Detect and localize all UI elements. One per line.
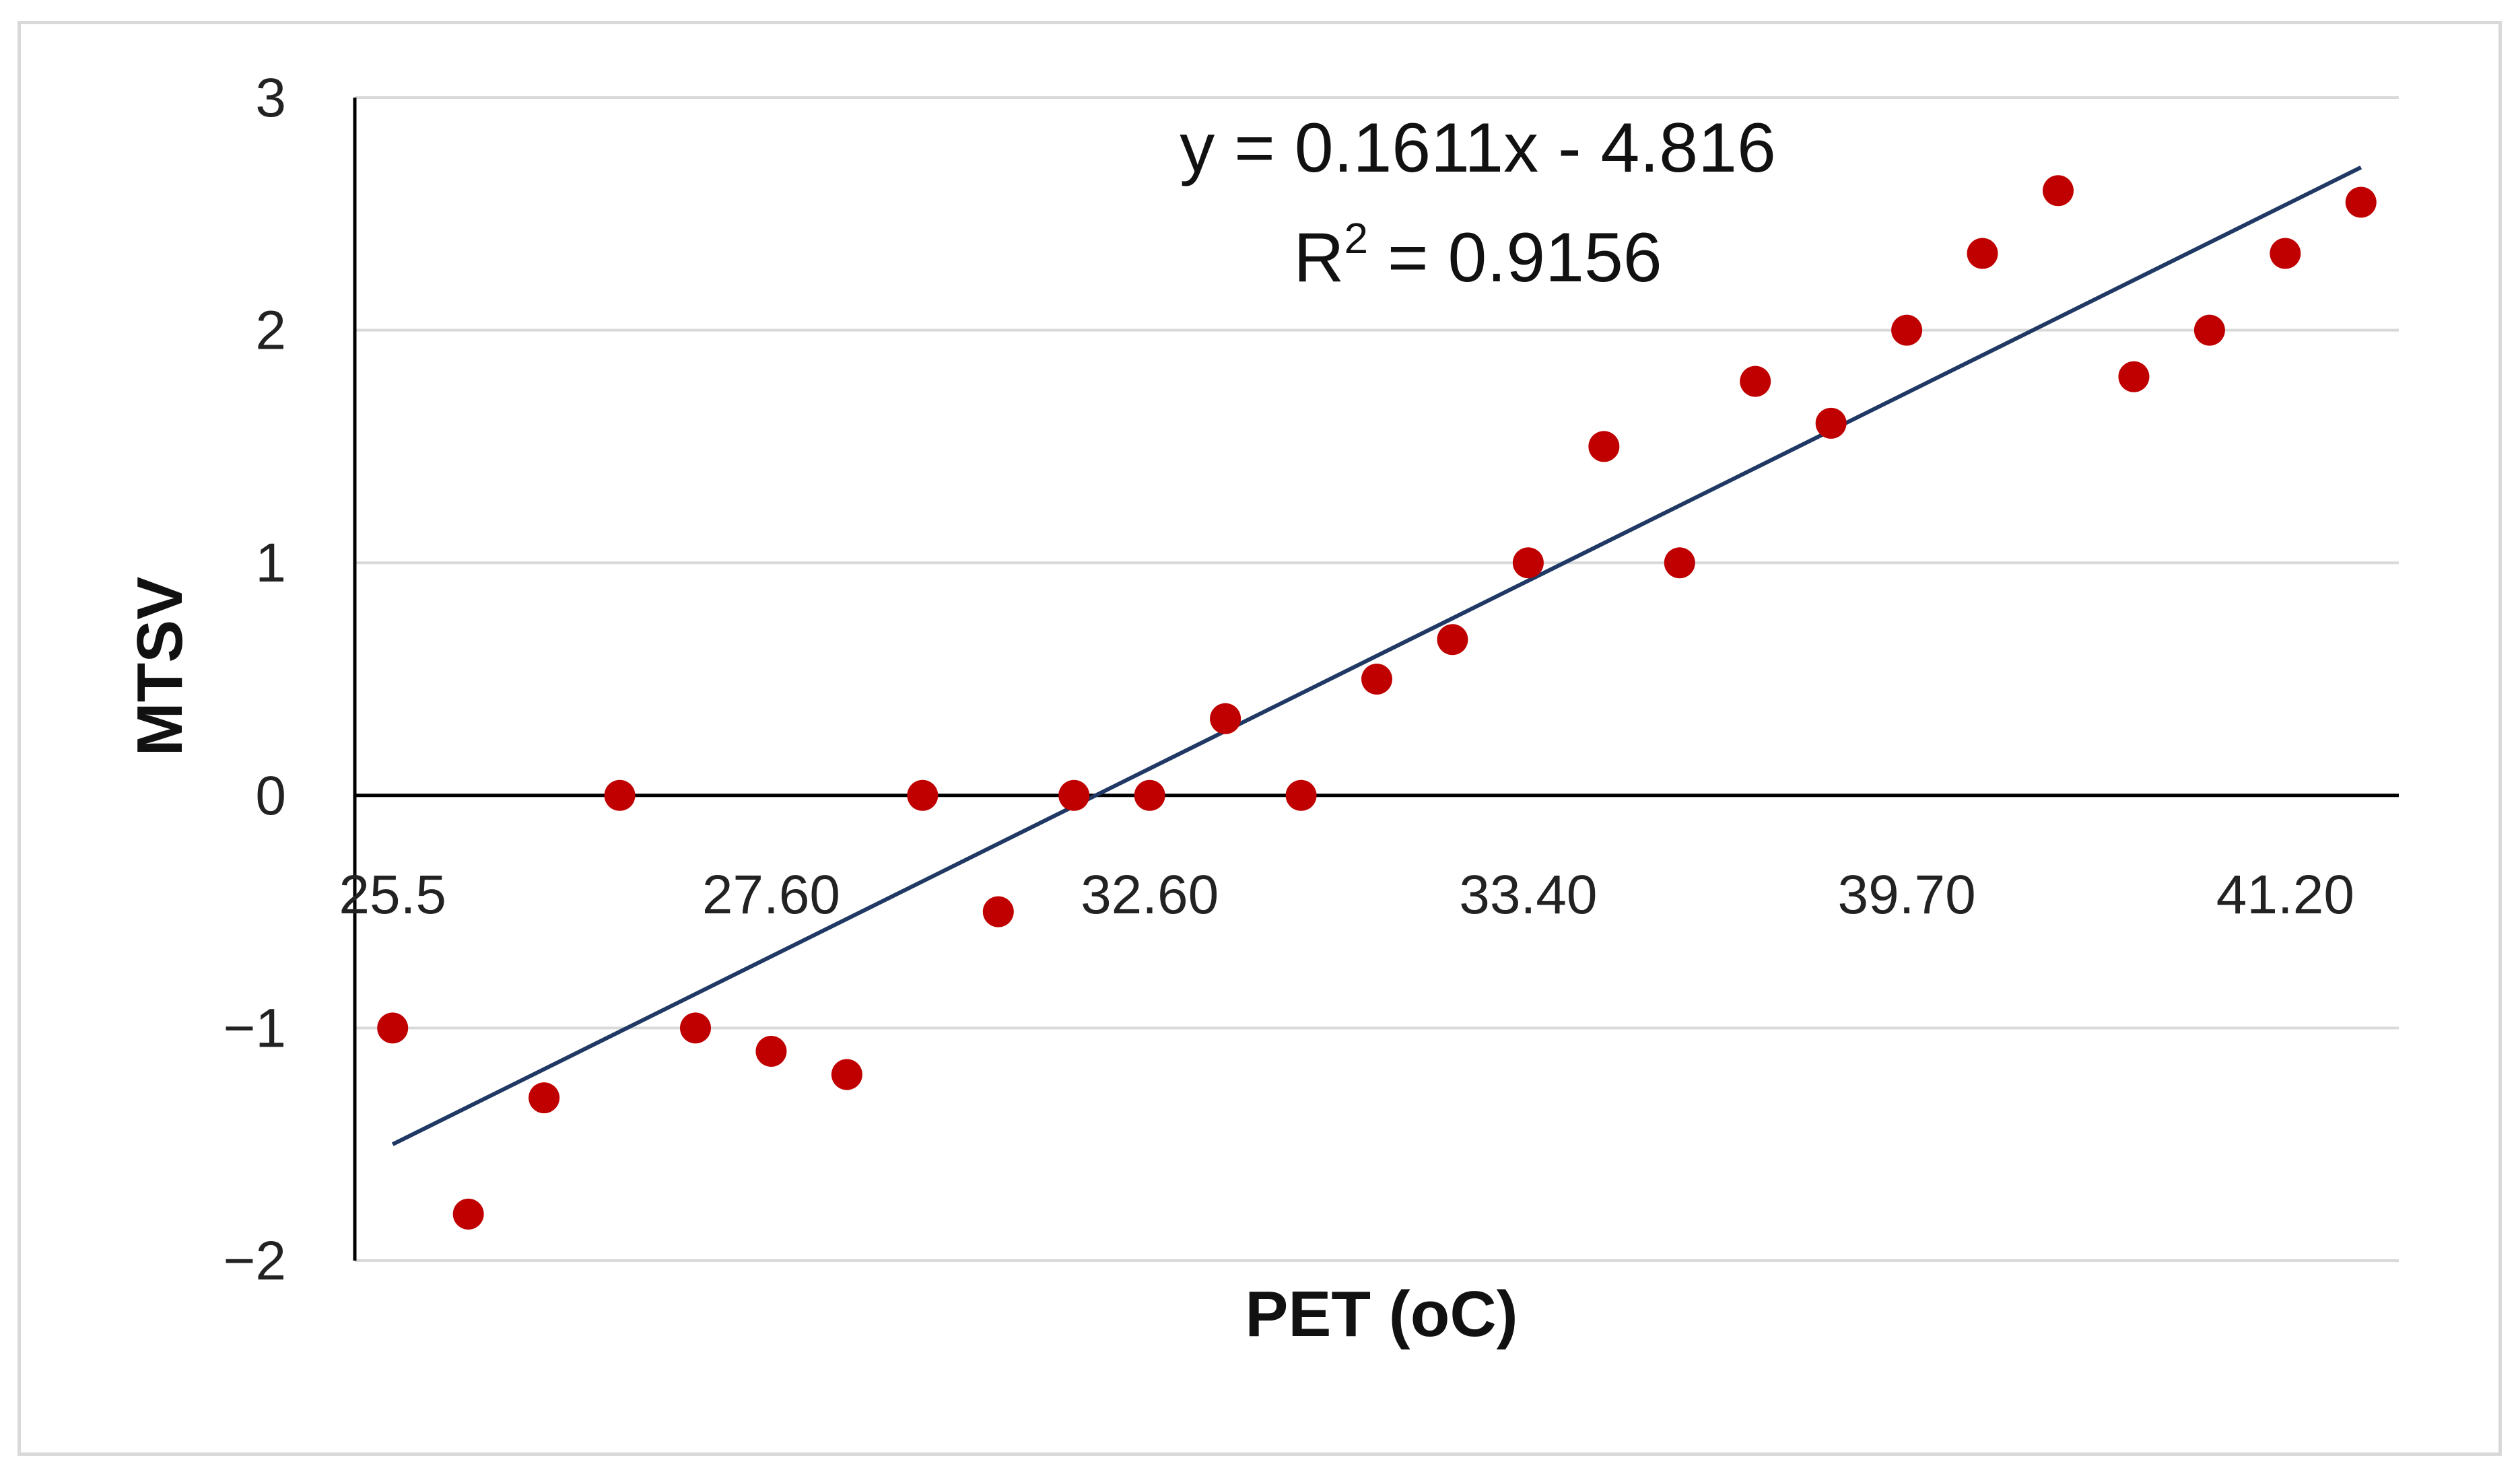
data-point xyxy=(1285,779,1317,811)
y-tick-label: 3 xyxy=(255,67,286,129)
trendline-equation: y = 0.1611x - 4.816 xyxy=(1180,109,1776,187)
data-point xyxy=(755,1035,787,1067)
y-tick-label: −1 xyxy=(224,997,287,1059)
data-point xyxy=(2345,186,2377,218)
x-tick-label: 39.70 xyxy=(1838,864,1976,925)
data-point xyxy=(377,1012,409,1044)
grid-lines xyxy=(355,96,2399,1262)
y-tick-labels: 3 2 1 0 −1 −2 xyxy=(224,67,287,1292)
data-point xyxy=(1664,547,1695,579)
data-point xyxy=(982,896,1014,927)
x-axis-title: PET (oC) xyxy=(1245,1278,1518,1350)
x-tick-label: 25.5 xyxy=(339,864,446,925)
chart-frame xyxy=(18,21,2502,1456)
x-tick-label: 41.20 xyxy=(2216,864,2354,925)
data-points xyxy=(377,175,2377,1230)
data-point xyxy=(452,1198,484,1230)
data-point xyxy=(2118,361,2150,392)
r-squared-label: R2 = 0.9156 xyxy=(1293,214,1662,297)
data-point xyxy=(1588,431,1620,462)
x-tick-label: 33.40 xyxy=(1459,864,1597,925)
data-point xyxy=(680,1012,711,1044)
y-axis-title: MTSV xyxy=(124,577,196,757)
data-point xyxy=(1058,779,1090,811)
data-point xyxy=(831,1059,862,1090)
data-point xyxy=(1740,365,1771,397)
x-tick-labels: 25.5 27.60 32.60 33.40 39.70 41.20 xyxy=(339,864,2354,925)
data-point xyxy=(1967,238,1998,269)
data-point xyxy=(1512,547,1544,579)
data-point xyxy=(2270,238,2301,269)
x-tick-label: 32.60 xyxy=(1081,864,1219,925)
data-point xyxy=(1891,314,1923,346)
data-point xyxy=(529,1082,560,1114)
data-point xyxy=(2193,314,2225,346)
x-tick-label: 27.60 xyxy=(702,864,840,925)
y-tick-label: 0 xyxy=(255,765,286,827)
data-point xyxy=(1210,703,1241,734)
y-tick-label: −2 xyxy=(224,1230,287,1292)
data-point xyxy=(604,779,636,811)
data-point xyxy=(1437,624,1468,656)
data-point xyxy=(1815,407,1847,439)
data-point xyxy=(1134,779,1165,811)
y-tick-label: 1 xyxy=(255,532,286,594)
data-point xyxy=(1361,664,1392,695)
data-point xyxy=(907,779,939,811)
y-tick-label: 2 xyxy=(255,300,286,361)
data-point xyxy=(2043,175,2074,207)
trendline xyxy=(391,165,2362,1146)
